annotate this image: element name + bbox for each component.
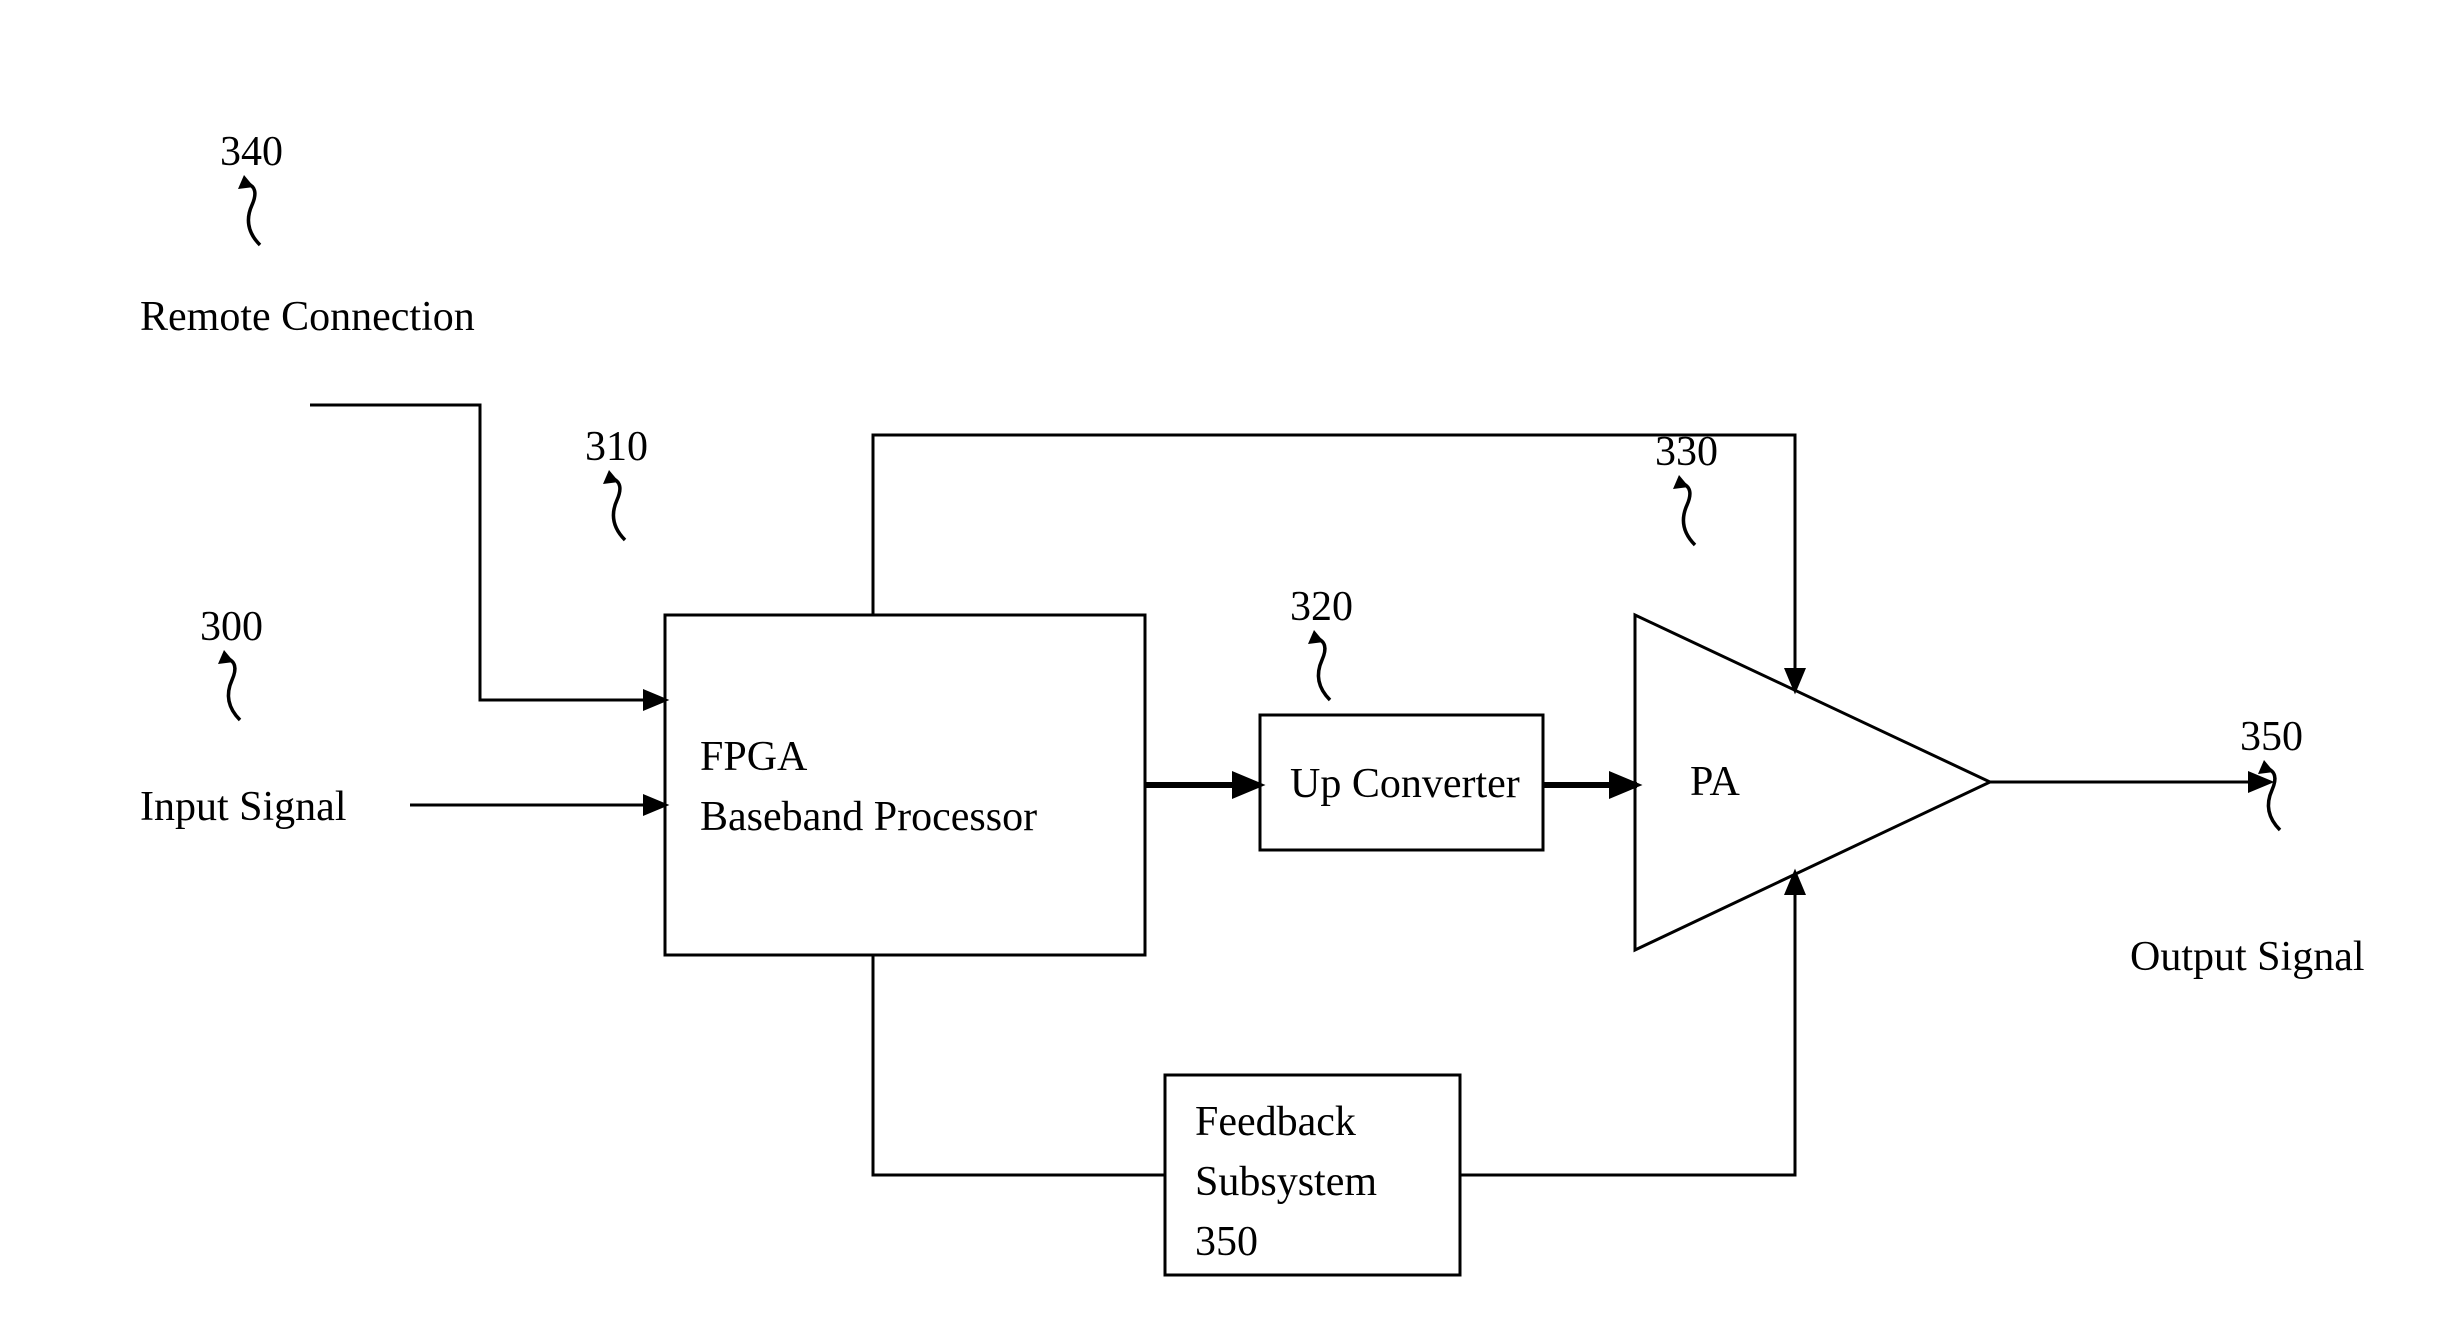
remote-connection-label: Remote Connection — [140, 294, 475, 340]
ref-320: 320 — [1290, 584, 1353, 630]
ref-300: 300 — [200, 604, 263, 650]
fpga-block — [665, 615, 1145, 955]
pa-amplifier-block — [1635, 615, 1990, 950]
pa-label: PA — [1690, 759, 1741, 805]
ref-310: 310 — [585, 424, 648, 470]
fpga-label-line2: Baseband Processor — [700, 794, 1037, 840]
svg-text:Subsystem: Subsystem — [1195, 1159, 1377, 1205]
up-converter-label: Up Converter — [1290, 761, 1520, 807]
ref-330: 330 — [1655, 429, 1718, 475]
output-signal-label: Output Signal — [2130, 934, 2365, 980]
ref-340: 340 — [220, 129, 283, 175]
svg-text:350: 350 — [1195, 1219, 1258, 1265]
input-signal-label: Input Signal — [140, 784, 347, 830]
fpga-label-line1: FPGA — [700, 734, 808, 780]
svg-text:Feedback: Feedback — [1195, 1099, 1356, 1145]
ref-350-output: 350 — [2240, 714, 2303, 760]
